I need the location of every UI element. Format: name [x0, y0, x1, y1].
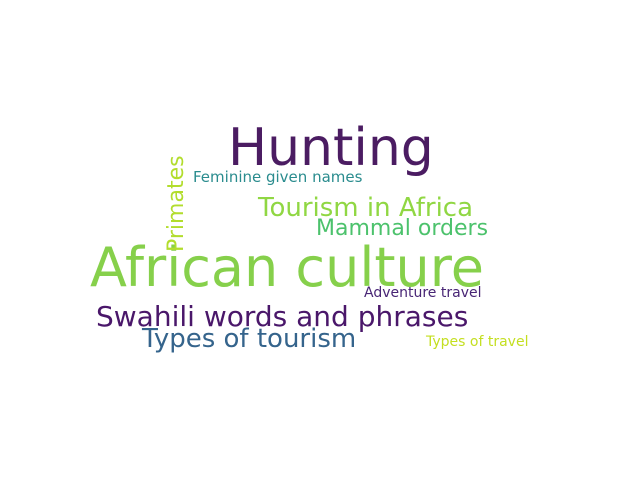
word-mammal-orders: Mammal orders: [316, 216, 489, 241]
word-adventure-travel: Adventure travel: [364, 285, 482, 301]
word-primates: Primates: [164, 155, 189, 252]
word-tourism-in-africa: Tourism in Africa: [258, 193, 474, 223]
word-swahili-words-and-phrases: Swahili words and phrases: [96, 300, 469, 333]
word-types-of-tourism: Types of tourism: [142, 324, 357, 354]
word-feminine-given-names: Feminine given names: [193, 168, 363, 186]
word-african-culture: African culture: [90, 236, 484, 299]
word-types-of-travel: Types of travel: [426, 334, 529, 350]
word-hunting: Hunting: [228, 118, 434, 178]
